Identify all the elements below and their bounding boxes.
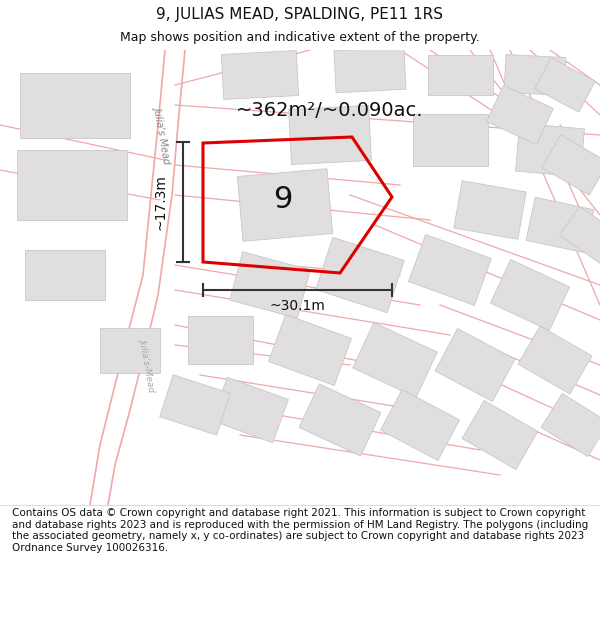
- Polygon shape: [487, 85, 553, 145]
- Polygon shape: [515, 123, 584, 177]
- Polygon shape: [435, 329, 515, 401]
- Polygon shape: [427, 55, 493, 95]
- Polygon shape: [380, 389, 460, 461]
- Polygon shape: [542, 135, 600, 195]
- Text: Julia's Mead: Julia's Mead: [153, 106, 173, 164]
- Polygon shape: [526, 198, 594, 252]
- Polygon shape: [25, 250, 105, 300]
- Polygon shape: [160, 375, 230, 435]
- Polygon shape: [535, 58, 595, 112]
- Polygon shape: [462, 401, 538, 469]
- Text: ~362m²/~0.090ac.: ~362m²/~0.090ac.: [236, 101, 424, 119]
- Polygon shape: [221, 51, 299, 99]
- Polygon shape: [504, 54, 566, 96]
- Text: 9, JULIAS MEAD, SPALDING, PE11 1RS: 9, JULIAS MEAD, SPALDING, PE11 1RS: [157, 6, 443, 21]
- Polygon shape: [238, 169, 332, 241]
- Polygon shape: [187, 316, 253, 364]
- Polygon shape: [269, 314, 352, 386]
- Polygon shape: [353, 322, 437, 398]
- Text: ~17.3m: ~17.3m: [154, 174, 168, 230]
- Polygon shape: [559, 206, 600, 264]
- Polygon shape: [212, 378, 289, 442]
- Text: Julia's-Mead: Julia's-Mead: [139, 338, 157, 392]
- Polygon shape: [413, 114, 487, 166]
- Text: Contains OS data © Crown copyright and database right 2021. This information is : Contains OS data © Crown copyright and d…: [12, 508, 588, 553]
- Polygon shape: [299, 384, 381, 456]
- Polygon shape: [409, 234, 491, 306]
- Polygon shape: [100, 328, 160, 372]
- Polygon shape: [454, 181, 526, 239]
- Polygon shape: [541, 394, 600, 456]
- Text: Map shows position and indicative extent of the property.: Map shows position and indicative extent…: [120, 31, 480, 44]
- Polygon shape: [17, 150, 127, 220]
- Polygon shape: [334, 48, 406, 92]
- Polygon shape: [230, 252, 310, 318]
- Polygon shape: [316, 238, 404, 312]
- Polygon shape: [289, 106, 371, 164]
- Text: 9: 9: [274, 186, 293, 214]
- Polygon shape: [20, 72, 130, 138]
- Polygon shape: [490, 259, 569, 331]
- Polygon shape: [518, 326, 592, 394]
- Text: ~30.1m: ~30.1m: [269, 299, 325, 313]
